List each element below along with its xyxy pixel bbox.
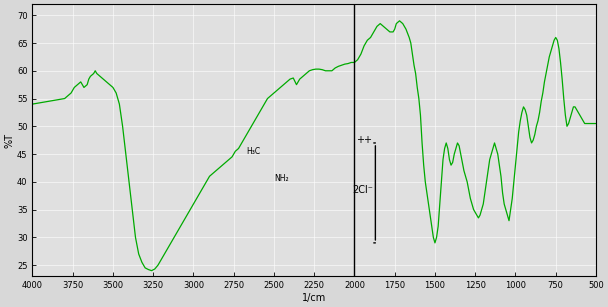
Text: ++: ++ — [356, 135, 372, 145]
X-axis label: 1/cm: 1/cm — [302, 293, 326, 303]
Text: 2Cl⁻: 2Cl⁻ — [352, 185, 373, 195]
Text: NH₂: NH₂ — [275, 174, 289, 183]
Text: H₃C: H₃C — [247, 147, 261, 156]
Y-axis label: %T: %T — [4, 133, 14, 148]
